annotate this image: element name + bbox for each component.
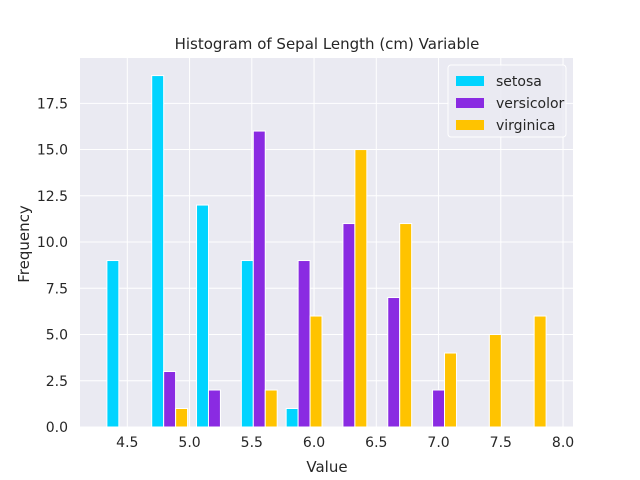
legend: setosa versicolor virginica [447, 64, 567, 138]
bar-virginica [533, 315, 547, 428]
bar-versicolor [342, 223, 356, 428]
y-tick-label: 7.5 [46, 281, 68, 297]
bar-versicolor [207, 389, 221, 428]
legend-swatch-virginica [456, 120, 484, 130]
legend-label-setosa: setosa [496, 74, 542, 90]
x-tick-label: 4.5 [116, 435, 138, 451]
y-tick-label: 10.0 [37, 235, 68, 251]
bar-setosa [240, 260, 254, 428]
bar-virginica [399, 223, 413, 428]
bar-setosa [285, 408, 299, 428]
bar-setosa [151, 75, 165, 428]
bar-setosa [196, 204, 209, 428]
bar-virginica [175, 408, 189, 428]
bar-versicolor [432, 389, 446, 428]
y-tick-label: 0.0 [46, 420, 68, 436]
bar-versicolor [387, 297, 401, 428]
y-axis-label: Frequency [15, 205, 33, 283]
bar-virginica [354, 149, 368, 428]
bar-versicolor [163, 371, 177, 428]
bar-versicolor [297, 260, 311, 428]
y-tick-label: 12.5 [37, 189, 68, 205]
x-tick-labels: 4.5 5.0 5.5 6.0 6.5 7.0 7.5 8.0 [116, 435, 574, 451]
bars [106, 75, 547, 428]
legend-label-virginica: virginica [496, 118, 556, 134]
bar-virginica [444, 352, 457, 428]
x-tick-label: 6.5 [365, 435, 387, 451]
x-tick-label: 8.0 [552, 435, 574, 451]
bar-virginica [264, 389, 278, 428]
x-tick-label: 5.0 [178, 435, 200, 451]
bar-virginica [488, 334, 502, 428]
legend-swatch-versicolor [456, 98, 484, 108]
y-tick-labels: 0.0 2.5 5.0 7.5 10.0 12.5 15.0 17.5 [37, 96, 68, 436]
x-tick-label: 7.5 [490, 435, 512, 451]
legend-swatch-setosa [456, 76, 484, 86]
legend-label-versicolor: versicolor [496, 96, 565, 112]
y-tick-label: 2.5 [46, 374, 68, 390]
bar-virginica [309, 315, 323, 428]
chart-title: Histogram of Sepal Length (cm) Variable [175, 35, 480, 53]
x-tick-label: 7.0 [427, 435, 449, 451]
x-tick-label: 6.0 [303, 435, 325, 451]
x-tick-label: 5.5 [241, 435, 263, 451]
bar-versicolor [252, 130, 266, 428]
y-tick-label: 5.0 [46, 328, 68, 344]
y-tick-label: 15.0 [37, 143, 68, 159]
x-axis-label: Value [306, 458, 347, 476]
bar-setosa [106, 260, 120, 428]
y-tick-label: 17.5 [37, 96, 68, 112]
